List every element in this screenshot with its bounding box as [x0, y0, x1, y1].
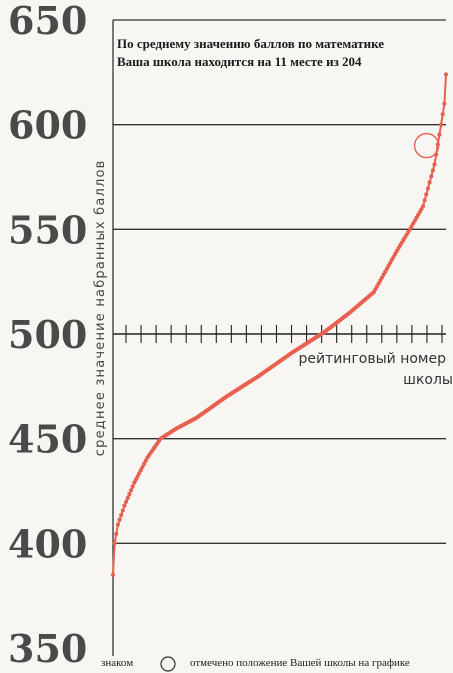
series-line — [112, 74, 447, 575]
data-point — [115, 522, 121, 527]
data-point — [132, 480, 137, 485]
data-point — [437, 132, 442, 137]
chart-title-line1: По среднему значению баллов по математик… — [117, 36, 384, 51]
data-point — [128, 488, 134, 493]
data-point — [442, 101, 447, 106]
y-tick-label: 650 — [8, 0, 87, 43]
data-point — [425, 186, 431, 191]
data-point — [427, 180, 432, 185]
legend-text: отмечено положение Вашей школы на график… — [190, 657, 410, 669]
data-point — [122, 503, 127, 508]
data-point — [112, 541, 117, 546]
data-point — [120, 508, 125, 513]
data-point — [438, 122, 444, 127]
data-point — [110, 572, 116, 577]
data-point — [430, 168, 435, 173]
y-tick-label: 500 — [8, 312, 87, 357]
y-tick-label: 400 — [8, 521, 87, 566]
data-point — [440, 112, 445, 117]
data-point — [420, 204, 426, 209]
y-tick-label: 350 — [8, 626, 87, 671]
data-point — [127, 492, 132, 497]
data-point — [119, 512, 124, 518]
data-point — [432, 162, 437, 167]
gridlines — [113, 19, 446, 544]
data-point — [137, 471, 142, 476]
legend-circle-icon — [160, 656, 176, 672]
data-point — [130, 484, 135, 489]
data-point — [114, 531, 119, 537]
legend-prefix: знаком — [101, 657, 133, 669]
data-point — [424, 192, 429, 197]
x-axis-label-line2: школы — [403, 372, 453, 388]
chart-title-line2: Ваша школа находится на 11 месте из 204 — [117, 54, 362, 69]
data-point — [140, 464, 145, 470]
x-axis-label-line1: рейтинговый номер — [298, 351, 446, 367]
y-tick-label: 600 — [8, 103, 87, 148]
data-point — [138, 467, 143, 473]
y-tick-label: 550 — [8, 207, 87, 252]
data-point — [124, 499, 129, 504]
data-point — [443, 72, 449, 77]
data-point — [422, 198, 427, 203]
data-point — [125, 495, 130, 501]
y-tick-labels: 350 400 450 500 550 600 650 — [8, 0, 87, 671]
highlight-marker — [413, 132, 440, 159]
data-point — [117, 517, 122, 522]
x-axis — [113, 325, 446, 343]
data-point — [135, 474, 140, 479]
data-point — [143, 458, 148, 463]
data-point — [429, 174, 434, 179]
data-point — [133, 477, 139, 482]
y-axis-label: среднее значение набранных баллов — [93, 159, 108, 456]
data-point — [142, 461, 147, 466]
y-tick-label: 450 — [8, 417, 87, 462]
data-points — [110, 72, 449, 577]
